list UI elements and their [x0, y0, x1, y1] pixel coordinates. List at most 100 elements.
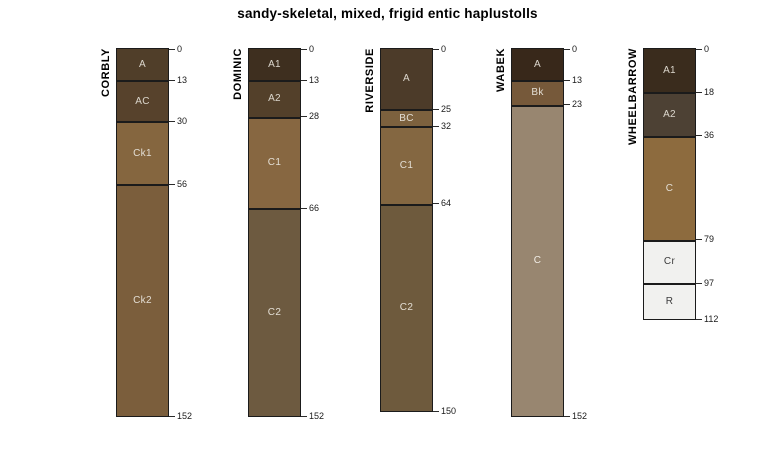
depth-tick-label: 36 — [704, 130, 715, 141]
horizon-label: C2 — [267, 307, 282, 319]
horizon-label: Ck1 — [133, 147, 152, 159]
profile-bar: A BC C1 C2 — [380, 48, 433, 412]
horizon-label: Cr — [663, 256, 676, 268]
depth-tick-label: 32 — [441, 120, 452, 131]
horizon-label: A — [534, 58, 541, 70]
depth-tick — [696, 282, 702, 284]
depth-tick — [564, 104, 570, 106]
profile-bar: A AC Ck1 Ck2 — [116, 48, 169, 417]
horizon-label: AC — [135, 95, 150, 107]
depth-tick-label: 64 — [441, 198, 452, 209]
horizon-label: C1 — [399, 159, 414, 171]
depth-tick-label: 0 — [177, 43, 183, 54]
horizon-ac[interactable]: AC — [117, 80, 168, 122]
depth-tick — [433, 203, 439, 205]
depth-tick — [301, 48, 307, 50]
horizon-a2[interactable]: A2 — [644, 92, 695, 136]
depth-tick — [169, 79, 175, 81]
horizon-a[interactable]: A — [117, 49, 168, 81]
horizon-ck2[interactable]: Ck2 — [117, 184, 168, 416]
horizon-a[interactable]: A — [381, 49, 432, 110]
horizon-ck1[interactable]: Ck1 — [117, 121, 168, 185]
horizon-label: BC — [399, 112, 414, 124]
depth-tick — [169, 48, 175, 50]
depth-tick — [433, 48, 439, 50]
horizon-label: A1 — [268, 58, 281, 70]
depth-tick-label: 28 — [309, 111, 320, 122]
depth-tick-label: 0 — [704, 43, 710, 54]
depth-tick — [433, 125, 439, 127]
depth-tick-label: 13 — [309, 74, 320, 85]
depth-tick — [169, 120, 175, 122]
horizon-label: C2 — [399, 302, 414, 314]
horizon-a2[interactable]: A2 — [249, 80, 300, 117]
chart-title: sandy-skeletal, mixed, frigid entic hapl… — [237, 6, 538, 21]
horizon-label: A — [403, 73, 410, 85]
horizon-c[interactable]: C — [644, 135, 695, 240]
depth-tick — [433, 108, 439, 110]
depth-tick — [696, 318, 702, 320]
profile-bar: A1 A2 C Cr R — [643, 48, 696, 320]
depth-tick-label: 18 — [704, 86, 715, 97]
horizon-a1[interactable]: A1 — [249, 49, 300, 81]
horizon-r[interactable]: R — [644, 283, 695, 320]
profile-name: RIVERSIDE — [364, 48, 376, 113]
horizon-label: A1 — [663, 64, 676, 76]
depth-tick-label: 25 — [441, 103, 452, 114]
horizon-c[interactable]: C — [512, 104, 563, 416]
profile-name: WHEELBARROW — [627, 48, 639, 146]
depth-tick-label: 30 — [177, 115, 188, 126]
depth-tick — [301, 415, 307, 417]
depth-tick-label: 56 — [177, 178, 188, 189]
depth-tick — [301, 116, 307, 118]
depth-tick-label: 152 — [309, 410, 325, 421]
depth-tick — [564, 79, 570, 81]
depth-tick — [169, 183, 175, 185]
profile-name: CORBLY — [100, 48, 112, 98]
depth-tick — [564, 48, 570, 50]
horizon-label: A2 — [663, 109, 676, 121]
profile-bar: A Bk C — [511, 48, 564, 417]
depth-tick-label: 112 — [704, 313, 719, 324]
horizon-c2[interactable]: C2 — [249, 208, 300, 416]
depth-tick-label: 0 — [309, 43, 315, 54]
profile-bar: A1 A2 C1 C2 — [248, 48, 301, 417]
horizon-c1[interactable]: C1 — [249, 116, 300, 209]
horizon-label: Bk — [531, 87, 544, 99]
horizon-a1[interactable]: A1 — [644, 49, 695, 93]
profile-name: WABEK — [495, 48, 507, 92]
depth-tick-label: 13 — [572, 74, 583, 85]
horizon-c1[interactable]: C1 — [381, 126, 432, 204]
depth-tick — [696, 91, 702, 93]
depth-tick-label: 0 — [441, 43, 447, 54]
depth-tick-label: 152 — [572, 410, 588, 421]
depth-tick — [696, 135, 702, 137]
depth-tick — [169, 415, 175, 417]
depth-tick — [696, 48, 702, 50]
horizon-label: A — [139, 58, 146, 70]
depth-tick — [433, 410, 439, 412]
depth-tick-label: 79 — [704, 234, 715, 245]
depth-tick-label: 152 — [177, 410, 193, 421]
horizon-bc[interactable]: BC — [381, 109, 432, 127]
depth-tick-label: 97 — [704, 277, 715, 288]
depth-tick-label: 23 — [572, 99, 583, 110]
profile-name: DOMINIC — [232, 48, 244, 100]
depth-tick — [696, 239, 702, 241]
depth-tick-label: 0 — [572, 43, 578, 54]
depth-tick — [564, 415, 570, 417]
depth-tick-label: 150 — [441, 405, 457, 416]
horizon-label: R — [665, 296, 674, 308]
horizon-label: C — [665, 182, 674, 194]
horizon-a[interactable]: A — [512, 49, 563, 81]
horizon-label: A2 — [268, 93, 281, 105]
horizon-label: C — [533, 255, 542, 267]
horizon-cr[interactable]: Cr — [644, 239, 695, 284]
depth-tick-label: 13 — [177, 74, 188, 85]
horizon-label: Ck2 — [133, 295, 152, 307]
horizon-bk[interactable]: Bk — [512, 80, 563, 105]
horizon-c2[interactable]: C2 — [381, 203, 432, 412]
depth-tick — [301, 79, 307, 81]
depth-tick-label: 66 — [309, 202, 320, 213]
